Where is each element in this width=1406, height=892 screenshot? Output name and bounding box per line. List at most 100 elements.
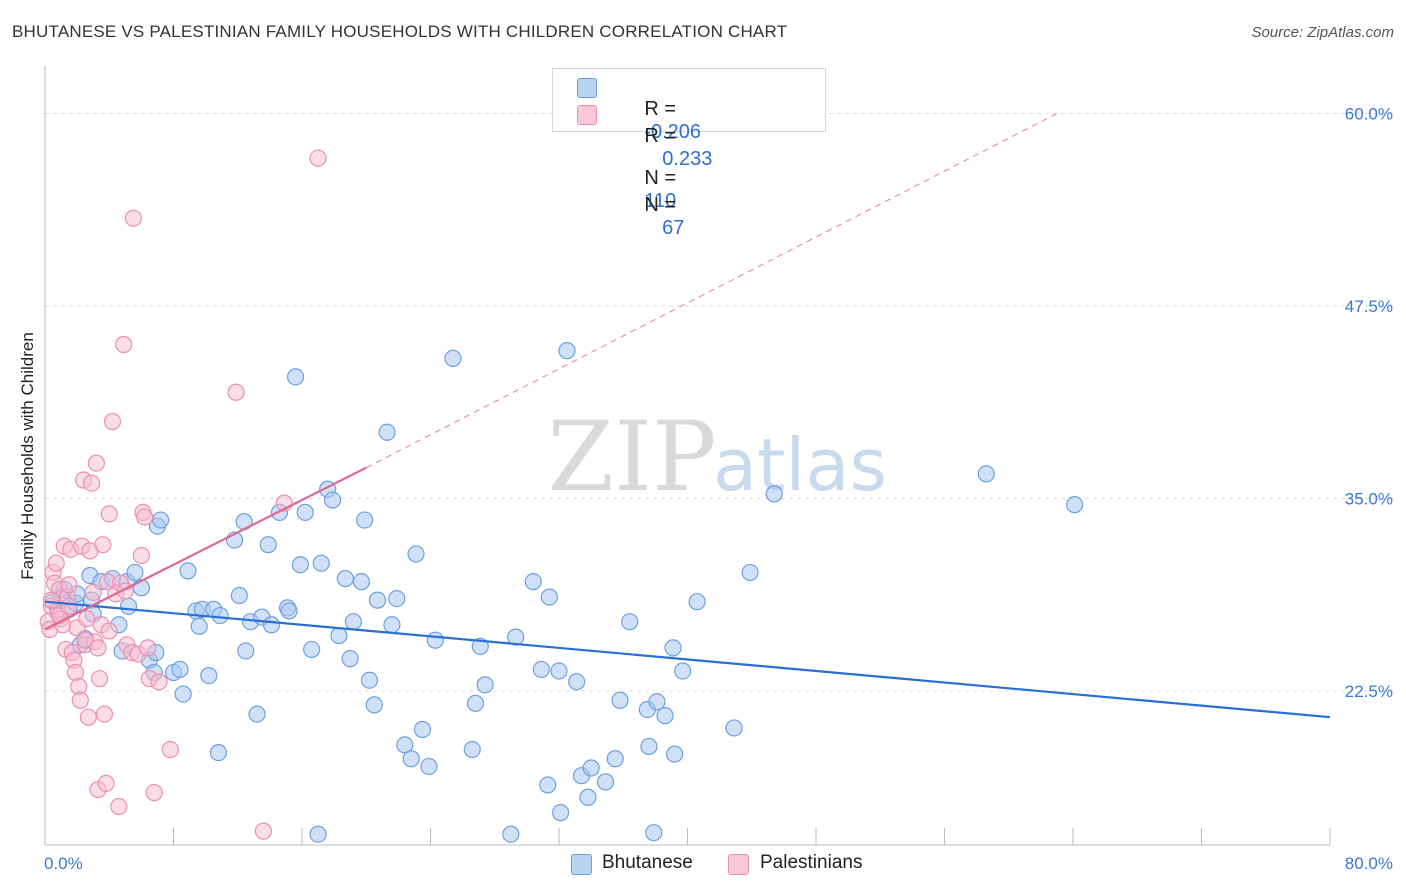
bhutanese-point bbox=[132, 579, 150, 597]
bhutanese-point bbox=[344, 613, 362, 631]
bhutanese-point bbox=[356, 511, 374, 529]
bhutanese-point bbox=[640, 737, 658, 756]
legend-r-value-bhutanese: -0.206 bbox=[644, 121, 702, 143]
bhutanese-point bbox=[413, 720, 432, 739]
palestinian-trend-line bbox=[44, 466, 367, 631]
bhutanese-point bbox=[396, 736, 414, 754]
bhutanese-point bbox=[303, 640, 321, 659]
trend-lines bbox=[44, 112, 1331, 719]
bhutanese-trend-line bbox=[44, 600, 1331, 719]
legend-row-palestinians: R = 0.233 N = 67 bbox=[577, 100, 712, 239]
tick-labels: 22.5% 35.0% 47.5% 60.0% 0.0% 80.0% bbox=[44, 105, 1393, 874]
legend-n-value-palestinians: 67 bbox=[662, 217, 685, 239]
bhutanese-point bbox=[977, 465, 995, 483]
palestinian-point bbox=[110, 797, 128, 816]
palestinian-point bbox=[100, 622, 118, 640]
bhutanese-point bbox=[368, 591, 387, 609]
bhutanese-point bbox=[179, 562, 197, 580]
bhutanese-point bbox=[648, 693, 666, 711]
watermark-zip: ZIP bbox=[547, 401, 716, 513]
y-tick-label: 47.5% bbox=[1345, 297, 1393, 316]
legend-n-value-bhutanese: 110 bbox=[644, 190, 677, 212]
bhutanese-point bbox=[725, 719, 743, 737]
bhutanese-point bbox=[621, 613, 639, 631]
palestinian-point bbox=[150, 673, 168, 691]
palestinian-point bbox=[47, 554, 65, 572]
bhutanese-point bbox=[568, 673, 586, 691]
bhutanese-point bbox=[200, 666, 218, 685]
bhutanese-point bbox=[248, 705, 266, 723]
palestinian-point bbox=[76, 631, 94, 649]
legend-r-value-palestinians: 0.233 bbox=[662, 148, 713, 170]
bhutanese-point bbox=[365, 696, 383, 714]
bhutanese-point bbox=[407, 545, 425, 563]
bhutanese-point bbox=[674, 662, 692, 680]
bhutanese-point bbox=[524, 573, 542, 591]
bhutanese-point bbox=[126, 563, 144, 582]
watermark: ZIP atlas bbox=[547, 401, 887, 513]
bhutanese-point bbox=[296, 503, 314, 521]
palestinian-point bbox=[82, 474, 101, 492]
bhutanese-point bbox=[741, 563, 759, 582]
palestinian-point bbox=[42, 591, 61, 609]
palestinian-point bbox=[71, 691, 89, 709]
bhutanese-legend-swatch bbox=[571, 854, 592, 875]
bhutanese-point bbox=[502, 825, 520, 843]
bhutanese-point bbox=[259, 536, 277, 554]
bhutanese-point bbox=[336, 569, 354, 588]
palestinian-point bbox=[254, 822, 273, 840]
bhutanese-point bbox=[174, 685, 192, 703]
bhutanese-point bbox=[171, 660, 189, 679]
y-axis-label: Family Households with Children bbox=[18, 332, 37, 580]
palestinian-point bbox=[161, 740, 179, 759]
palestinian-point bbox=[100, 505, 118, 523]
bhutanese-point bbox=[664, 639, 682, 657]
x-tick-label-max: 80.0% bbox=[1345, 854, 1393, 873]
bhutanese-point bbox=[378, 423, 396, 441]
bhutanese-point bbox=[352, 573, 371, 591]
y-tick-label: 60.0% bbox=[1345, 105, 1393, 124]
axes bbox=[44, 66, 1331, 846]
bhutanese-point bbox=[463, 740, 481, 759]
bhutanese-point bbox=[237, 642, 255, 660]
palestinian-point bbox=[115, 335, 133, 354]
watermark-atlas: atlas bbox=[713, 423, 887, 507]
bhutanese-point bbox=[596, 773, 615, 791]
bhutanese-point bbox=[312, 554, 330, 572]
palestinian-point bbox=[91, 670, 109, 688]
bhutanese-point bbox=[688, 593, 706, 611]
palestinian-point bbox=[97, 774, 115, 793]
bhutanese-point bbox=[540, 588, 558, 606]
bhutanese-point bbox=[262, 616, 281, 634]
bhutanese-point bbox=[286, 368, 305, 386]
bhutanese-point bbox=[330, 626, 348, 645]
legend-n-label: N = bbox=[644, 167, 677, 189]
bhutanese-point bbox=[476, 676, 494, 694]
bhutanese-point bbox=[190, 617, 208, 635]
palestinians-legend-label: Palestinians bbox=[760, 852, 863, 873]
palestinian-point bbox=[309, 149, 327, 167]
palestinian-point bbox=[87, 454, 106, 472]
legend-n-label: N = bbox=[644, 194, 677, 216]
palestinian-point bbox=[60, 576, 78, 594]
bhutanese-point bbox=[341, 650, 359, 668]
bhutanese-point bbox=[211, 606, 229, 625]
bhutanese-point bbox=[1066, 496, 1084, 514]
bhutanese-point bbox=[532, 660, 550, 679]
legend-r-label: R = bbox=[644, 125, 677, 147]
palestinian-point bbox=[139, 639, 157, 657]
bhutanese-point bbox=[606, 750, 624, 768]
palestinian-point bbox=[78, 610, 96, 628]
correlation-legend: R = -0.206 N = 110 R = 0.233 N = 67 bbox=[552, 68, 826, 239]
bhutanese-point bbox=[466, 694, 485, 712]
palestinian-points bbox=[39, 149, 327, 840]
bhutanese-point bbox=[507, 628, 525, 646]
palestinian-point bbox=[132, 546, 150, 565]
bhutanese-point bbox=[579, 788, 597, 806]
chart-title: BHUTANESE VS PALESTINIAN FAMILY HOUSEHOL… bbox=[12, 22, 788, 41]
x-tick-label-min: 0.0% bbox=[44, 854, 83, 873]
bhutanese-point bbox=[119, 597, 138, 615]
bhutanese-point bbox=[765, 485, 783, 503]
bhutanese-point bbox=[230, 586, 248, 605]
